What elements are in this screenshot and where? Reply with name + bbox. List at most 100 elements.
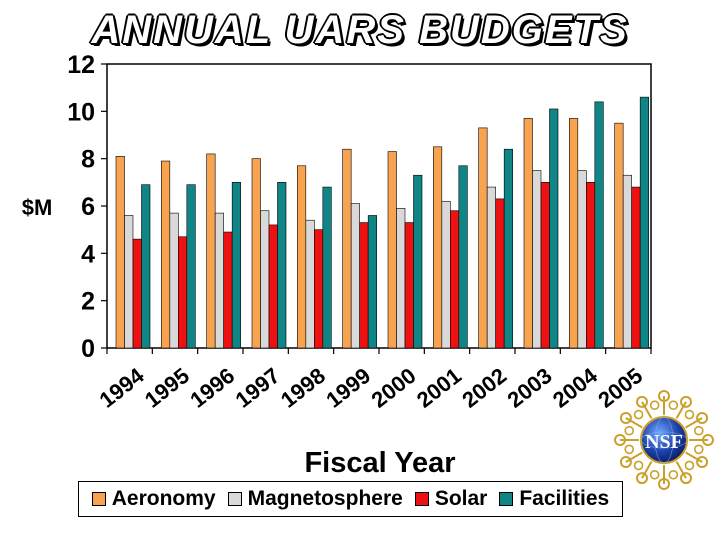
bar-facilities-1995 <box>186 184 196 349</box>
logo-node <box>633 409 644 420</box>
bar-facilities-2003 <box>549 108 559 349</box>
y-tick-label: 8 <box>81 146 95 174</box>
logo-ray <box>675 461 687 479</box>
logo-node <box>624 444 635 455</box>
bar-magnetosphere-1996 <box>214 212 224 349</box>
logo-node <box>693 444 704 455</box>
x-tick-label: 1996 <box>185 363 239 413</box>
bar-facilities-1997 <box>277 182 287 349</box>
plot-area <box>106 63 652 349</box>
bar-facilities-1996 <box>231 182 241 349</box>
bar-facilities-1999 <box>367 215 377 349</box>
logo-ray <box>641 461 653 479</box>
legend-item-solar: Solar <box>414 487 488 511</box>
bar-aeronomy-2001 <box>433 146 443 349</box>
logo-rays <box>614 390 714 490</box>
logo-node <box>696 456 709 468</box>
x-tick-label: 1998 <box>276 363 330 413</box>
legend-item-aeronomy: Aeronomy <box>91 487 216 511</box>
legend-label: Magnetosphere <box>247 487 403 510</box>
bar-solar-1995 <box>178 236 188 349</box>
logo-ray <box>641 401 653 419</box>
bar-facilities-2002 <box>503 148 513 349</box>
logo-node <box>619 412 632 424</box>
logo-node <box>619 456 632 468</box>
bar-facilities-2004 <box>594 101 604 349</box>
bar-solar-2003 <box>540 182 550 349</box>
logo-node <box>693 425 704 436</box>
logo-ray <box>625 451 643 463</box>
y-axis: 0 2 4 6 8 10 12 <box>67 51 107 363</box>
legend-label: Aeronomy <box>111 487 216 510</box>
logo-node <box>624 425 635 436</box>
bar-aeronomy-2005 <box>614 122 624 349</box>
bar-magnetosphere-2002 <box>486 186 496 349</box>
bar-magnetosphere-1994 <box>124 215 134 349</box>
bar-magnetosphere-1999 <box>350 203 360 349</box>
x-tick-label: 2001 <box>412 363 466 413</box>
bar-solar-1998 <box>314 229 324 349</box>
y-tick-label: 4 <box>81 240 95 268</box>
logo-node <box>636 395 648 408</box>
logo-node <box>658 390 670 402</box>
bar-solar-2005 <box>631 186 641 349</box>
y-axis-label: $M <box>22 195 53 220</box>
legend-label: Facilities <box>519 487 610 510</box>
y-tick-label: 0 <box>81 335 95 363</box>
bar-magnetosphere-2005 <box>622 174 632 349</box>
bar-magnetosphere-1995 <box>169 212 179 349</box>
bar-magnetosphere-2004 <box>577 170 587 349</box>
chart-title: ANNUAL UARS BUDGETS <box>91 8 629 52</box>
bar-solar-2000 <box>404 222 414 349</box>
logo-ray <box>685 451 703 463</box>
logo-ray <box>675 401 687 419</box>
bar-aeronomy-2003 <box>523 118 533 349</box>
logo-node <box>668 469 679 480</box>
logo-node <box>633 460 644 471</box>
bar-facilities-2001 <box>458 165 468 349</box>
x-tick-label: 2004 <box>548 362 603 412</box>
logo-node <box>636 472 648 485</box>
legend-swatch <box>499 492 514 506</box>
bar-solar-2004 <box>586 182 596 349</box>
bar-solar-1996 <box>223 231 233 349</box>
x-tick-label: 1997 <box>231 363 285 413</box>
legend-swatch <box>91 492 106 506</box>
x-tick-label: 2000 <box>367 363 421 413</box>
logo-node <box>680 472 692 485</box>
bar-solar-1994 <box>132 238 142 349</box>
bar-solar-2002 <box>495 198 505 349</box>
bar-solar-2001 <box>450 210 460 349</box>
bar-magnetosphere-1998 <box>305 219 315 349</box>
x-axis: 1994199519961997199819992000200120022003… <box>95 348 652 413</box>
x-tick-label: 2003 <box>503 363 557 413</box>
y-tick-label: 6 <box>81 193 95 221</box>
bar-magnetosphere-2001 <box>441 200 451 349</box>
bar-aeronomy-2000 <box>387 151 397 349</box>
x-tick-label: 1994 <box>95 362 150 412</box>
logo-node <box>658 478 670 490</box>
logo-node <box>702 434 714 446</box>
bar-solar-1999 <box>359 222 369 349</box>
y-tick-label: 10 <box>67 98 95 126</box>
bar-magnetosphere-2003 <box>532 170 542 349</box>
logo-node <box>649 469 660 480</box>
bar-facilities-1998 <box>322 186 332 349</box>
logo-node <box>649 400 660 411</box>
bar-aeronomy-1995 <box>161 160 171 349</box>
logo-node <box>614 434 626 446</box>
bars <box>115 96 649 349</box>
bar-solar-1997 <box>268 224 278 349</box>
legend-item-facilities: Facilities <box>499 487 609 511</box>
legend-swatch <box>227 492 242 506</box>
bar-aeronomy-2004 <box>569 118 579 349</box>
bar-magnetosphere-1997 <box>260 210 270 349</box>
nsf-logo: NSF <box>614 390 714 490</box>
bar-magnetosphere-2000 <box>396 208 406 349</box>
logo-node <box>668 400 679 411</box>
y-tick-label: 12 <box>67 51 95 79</box>
legend-label: Solar <box>434 487 488 510</box>
y-tick-label: 2 <box>81 288 95 316</box>
legend: Aeronomy Magnetosphere Solar Facilities <box>78 481 623 517</box>
x-tick-label: 1999 <box>321 363 375 413</box>
